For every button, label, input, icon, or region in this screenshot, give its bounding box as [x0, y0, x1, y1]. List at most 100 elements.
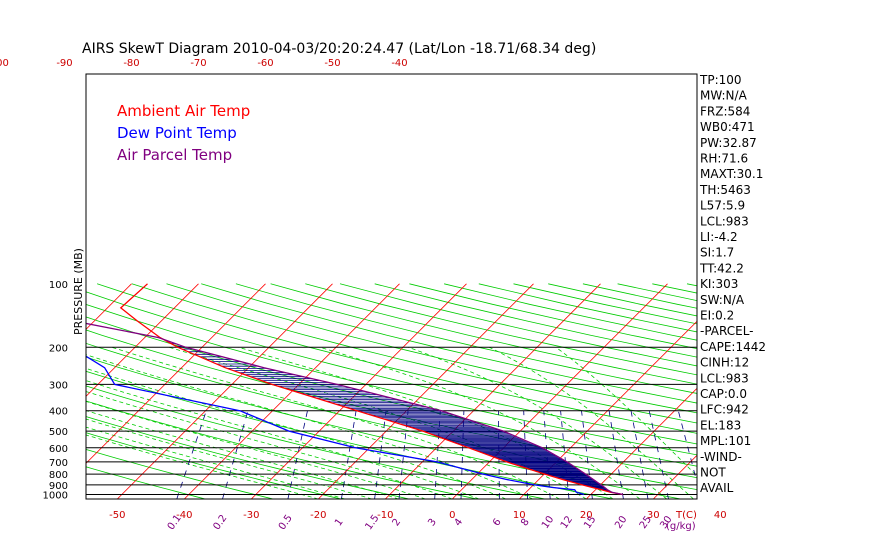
y-axis-label: PRESSURE (MB): [72, 248, 85, 335]
bottom-temp-tick-label: -50: [109, 510, 125, 521]
air-parcel-temp-line: [86, 322, 624, 496]
top-temp-tick-label: -50: [324, 58, 340, 69]
dry-adiabat: [826, 284, 870, 499]
mixing-ratio-tick-label: 3: [426, 517, 439, 529]
mixing-ratio-line: [630, 410, 649, 499]
index-item: TH:5463: [699, 183, 751, 197]
top-temp-tick-label: -40: [391, 58, 407, 69]
dry-adiabat: [86, 304, 697, 456]
pressure-tick-label: 400: [49, 407, 68, 418]
moist-adiabat: [555, 346, 697, 477]
mixing-ratio-line: [543, 410, 551, 499]
mixing-ratio-line: [287, 410, 308, 499]
bottom-temp-tick-label: 10: [513, 510, 526, 521]
index-item: LCL:983: [700, 214, 749, 228]
mixing-ratio-tick-label: 6: [491, 517, 504, 529]
isotherm: [854, 284, 870, 499]
index-item: -WIND-: [700, 450, 742, 464]
index-item: LI:-4.2: [700, 230, 738, 244]
isotherm: [86, 283, 199, 397]
mixing-ratio-tick-label: 1: [333, 517, 346, 529]
index-item: KI:303: [700, 277, 738, 291]
index-item: LFC:942: [700, 403, 749, 417]
legend: Ambient Air Temp Dew Point Temp Air Parc…: [117, 102, 250, 164]
index-item: AVAIL: [700, 481, 734, 495]
mixing-ratio-line: [560, 410, 570, 499]
bottom-temp-tick-label: 0: [449, 510, 455, 521]
dry-adiabat: [86, 416, 410, 499]
dry-adiabat: [131, 283, 697, 424]
index-item: NOT: [700, 466, 726, 480]
index-item: WB0:471: [700, 120, 755, 134]
index-item: EI:0.2: [700, 309, 734, 323]
index-item: TT:42.2: [699, 261, 744, 275]
dry-adiabat: [270, 283, 697, 385]
x-axis-label: T(C): [675, 510, 697, 521]
top-temp-tick-label: -80: [123, 58, 139, 69]
dry-adiabat: [861, 284, 870, 499]
moist-adiabat: [408, 346, 667, 499]
index-item: SI:1.7: [700, 246, 734, 260]
index-item: CINH:12: [700, 356, 749, 370]
dry-adiabat: [86, 432, 342, 499]
isotherm: [117, 283, 333, 499]
moist-adiabat: [111, 346, 560, 499]
index-item: -PARCEL-: [700, 324, 754, 338]
index-item: MAXT:30.1: [700, 167, 763, 181]
bottom-temp-tick-label: -30: [243, 510, 259, 521]
bottom-temp-tick-label: -20: [310, 510, 326, 521]
legend-ambient-air-temp: Ambient Air Temp: [117, 102, 250, 120]
dry-adiabat: [201, 283, 697, 404]
ambient-air-temp-line: [119, 283, 624, 496]
dry-adiabat: [791, 284, 870, 499]
pressure-tick-label: 500: [49, 427, 68, 438]
index-item: MW:N/A: [700, 89, 748, 103]
index-item: CAPE:1442: [700, 340, 766, 354]
top-temp-tick-label: -70: [190, 58, 206, 69]
dry-adiabat: [235, 283, 697, 394]
dry-adiabat: [86, 449, 274, 499]
mixing-ratio-tick-label: 0.2: [211, 513, 229, 532]
chart-title: AIRS SkewT Diagram 2010-04-03/20:20:24.4…: [82, 41, 596, 57]
dry-adiabat: [86, 385, 545, 499]
pressure-tick-label: 600: [49, 444, 68, 455]
pressure-tick-label: 700: [49, 458, 68, 469]
mixing-ratio-unit-label: (g/kg): [666, 521, 696, 532]
moist-adiabat: [86, 434, 319, 499]
isotherm: [452, 283, 668, 499]
pressure-tick-label: 1000: [43, 491, 68, 502]
mixing-ratio-line: [648, 410, 669, 499]
moist-adiabat: [86, 391, 453, 499]
dry-adiabat: [305, 283, 697, 376]
legend-air-parcel-temp: Air Parcel Temp: [117, 146, 232, 164]
pressure-tick-label: 300: [49, 380, 68, 391]
moist-adiabat: [86, 368, 507, 499]
dry-adiabat: [96, 283, 697, 434]
index-item: PW:32.87: [700, 136, 757, 150]
mixing-ratio-line: [176, 410, 207, 499]
pressure-tick-label: 800: [49, 470, 68, 481]
isotherm: [318, 283, 534, 499]
bottom-temp-tick-label: -10: [377, 510, 393, 521]
moist-adiabat: [489, 346, 694, 499]
bottom-temp-tick-label: -40: [176, 510, 192, 521]
mixing-ratio-line: [222, 410, 249, 499]
moist-adiabat: [86, 380, 480, 499]
mixing-ratio-tick-label: 20: [613, 514, 629, 531]
mixing-ratio-line: [677, 410, 697, 485]
pressure-tick-label: 900: [49, 481, 68, 492]
mixing-ratio-tick-label: 2: [391, 517, 404, 529]
cape-hatch: [165, 340, 619, 495]
plot-frame: [85, 73, 698, 500]
mixing-ratio-line: [341, 410, 357, 499]
moist-adiabat: [86, 401, 426, 499]
bottom-temp-tick-label: 40: [714, 510, 727, 521]
isotherm: [184, 283, 400, 499]
mixing-ratio-line: [608, 410, 624, 499]
top-temp-tick-label: -100: [0, 58, 9, 69]
top-temp-tick-label: -60: [257, 58, 273, 69]
bottom-temp-tick-label: 20: [580, 510, 593, 521]
moist-adiabat: [86, 426, 346, 499]
